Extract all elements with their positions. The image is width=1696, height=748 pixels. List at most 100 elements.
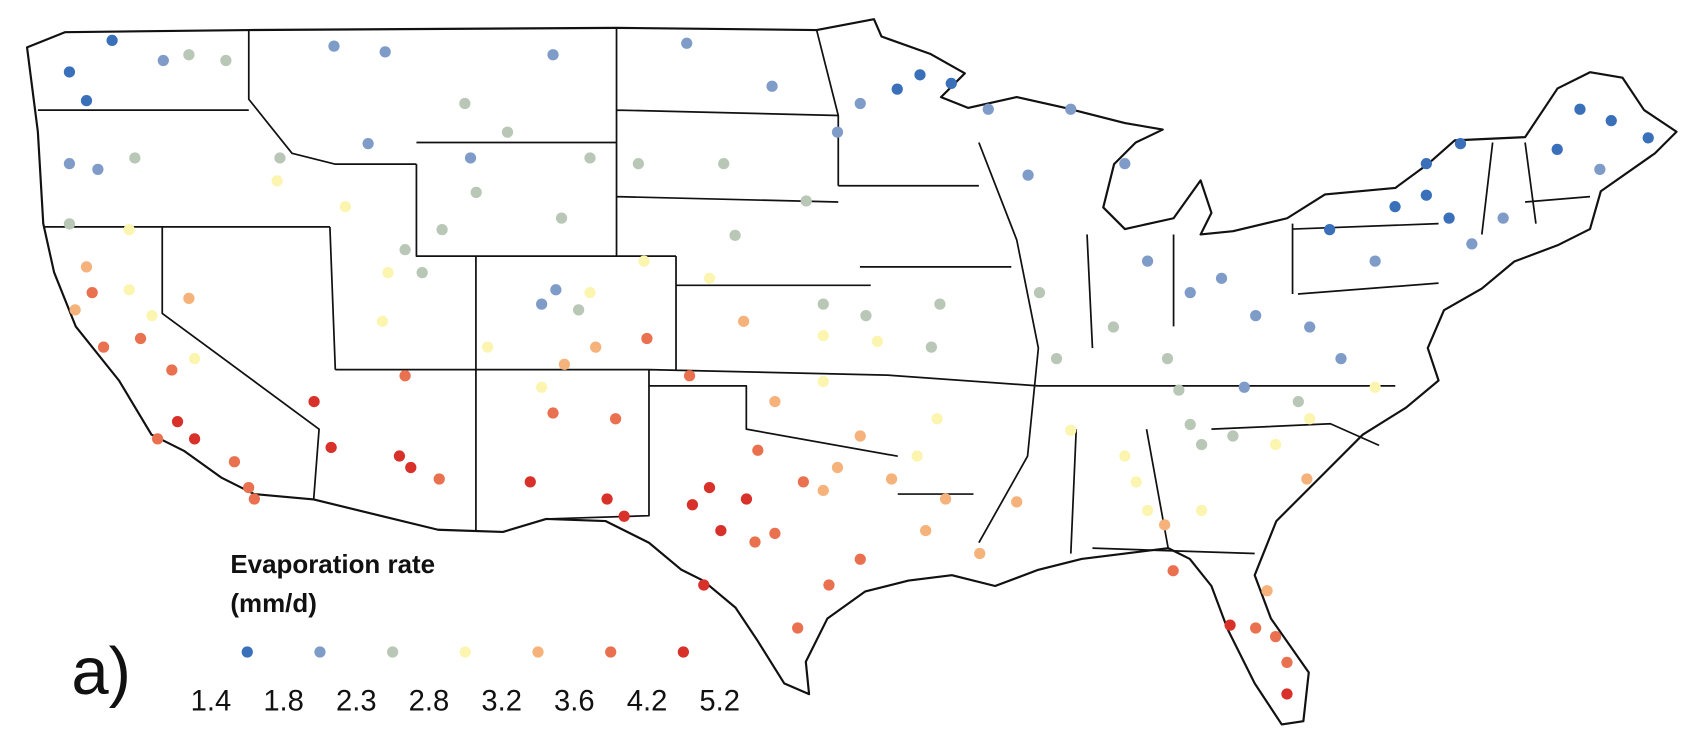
station-point: [632, 158, 644, 170]
station-point: [1420, 158, 1432, 170]
station-point: [854, 553, 866, 565]
station-point: [362, 137, 374, 150]
station-point: [536, 381, 548, 393]
station-point: [1119, 450, 1131, 462]
station-point: [481, 341, 494, 353]
station-point: [470, 186, 482, 198]
station-point: [171, 416, 184, 428]
station-point: [376, 315, 388, 327]
station-point: [831, 461, 844, 474]
station-point: [831, 126, 844, 138]
station-point: [683, 370, 696, 382]
legend-title: (mm/d): [230, 590, 316, 618]
station-point: [536, 298, 548, 310]
station-point: [339, 201, 351, 213]
station-point: [1184, 418, 1196, 431]
station-point: [393, 450, 406, 462]
station-point: [308, 395, 320, 408]
station-point: [1022, 169, 1034, 181]
station-point: [737, 315, 750, 327]
station-point: [248, 493, 260, 505]
station-point: [134, 332, 147, 345]
station-point: [405, 461, 417, 474]
legend-break-label: 2.3: [336, 685, 377, 717]
station-point: [1335, 352, 1347, 365]
station-point: [1141, 504, 1154, 517]
station-point: [609, 413, 622, 425]
station-point: [382, 266, 394, 279]
station-point: [1195, 504, 1208, 517]
station-points: [63, 34, 1654, 700]
station-point: [63, 158, 76, 170]
station-point: [183, 49, 195, 61]
panel-label: a): [71, 634, 131, 709]
legend-swatch: [459, 646, 471, 658]
station-point: [769, 527, 781, 540]
station-point: [166, 364, 178, 376]
station-point: [129, 152, 141, 164]
station-point: [1215, 272, 1228, 284]
station-point: [584, 152, 596, 164]
station-point: [1304, 321, 1316, 333]
station-point: [1389, 201, 1401, 213]
station-point: [792, 622, 804, 634]
station-point: [1050, 352, 1063, 365]
station-point: [681, 37, 693, 49]
station-point: [891, 83, 903, 95]
station-point: [797, 476, 809, 488]
station-point: [106, 34, 118, 47]
station-point: [1551, 143, 1563, 155]
station-point: [555, 212, 568, 224]
station-point: [92, 163, 104, 176]
legend-break-label: 1.4: [191, 685, 232, 717]
station-point: [63, 66, 76, 78]
station-point: [982, 103, 994, 115]
station-point: [183, 292, 195, 305]
station-point: [1167, 565, 1179, 577]
station-point: [97, 341, 110, 353]
station-point: [274, 152, 286, 164]
station-point: [800, 195, 812, 207]
station-point: [1173, 384, 1185, 396]
station-point: [220, 54, 232, 67]
station-point: [1161, 352, 1174, 365]
station-point: [871, 335, 883, 348]
station-point: [271, 175, 283, 187]
station-point: [1281, 656, 1293, 669]
station-point: [638, 255, 650, 267]
station-point: [769, 395, 781, 408]
station-point: [740, 493, 753, 505]
station-point: [399, 370, 411, 382]
station-point: [157, 54, 169, 67]
station-point: [854, 430, 866, 442]
station-point: [698, 579, 710, 591]
station-point: [618, 510, 630, 522]
station-point: [823, 579, 835, 591]
station-point: [641, 332, 653, 345]
station-point: [328, 40, 340, 52]
station-point: [63, 218, 76, 230]
station-point: [1227, 430, 1239, 442]
station-point: [1141, 255, 1154, 267]
station-point: [945, 77, 957, 90]
station-point: [703, 481, 716, 494]
station-point: [1324, 223, 1336, 236]
station-point: [228, 456, 241, 468]
station-point: [325, 441, 337, 454]
station-point: [1238, 381, 1250, 393]
station-point: [146, 309, 158, 322]
station-point: [1269, 630, 1282, 643]
station-point: [433, 473, 445, 485]
station-point: [1119, 158, 1131, 170]
legend: 1.4 1.8 2.3 2.8 3.2 3.6 4.2 5.2: [191, 646, 740, 717]
station-point: [1369, 381, 1381, 393]
station-point: [188, 352, 201, 365]
station-point: [1642, 132, 1654, 144]
legend-swatch: [241, 646, 253, 658]
station-point: [243, 481, 255, 494]
station-point: [715, 524, 727, 537]
station-point: [1369, 255, 1381, 267]
station-point: [188, 433, 201, 445]
legend-swatch: [677, 646, 689, 658]
